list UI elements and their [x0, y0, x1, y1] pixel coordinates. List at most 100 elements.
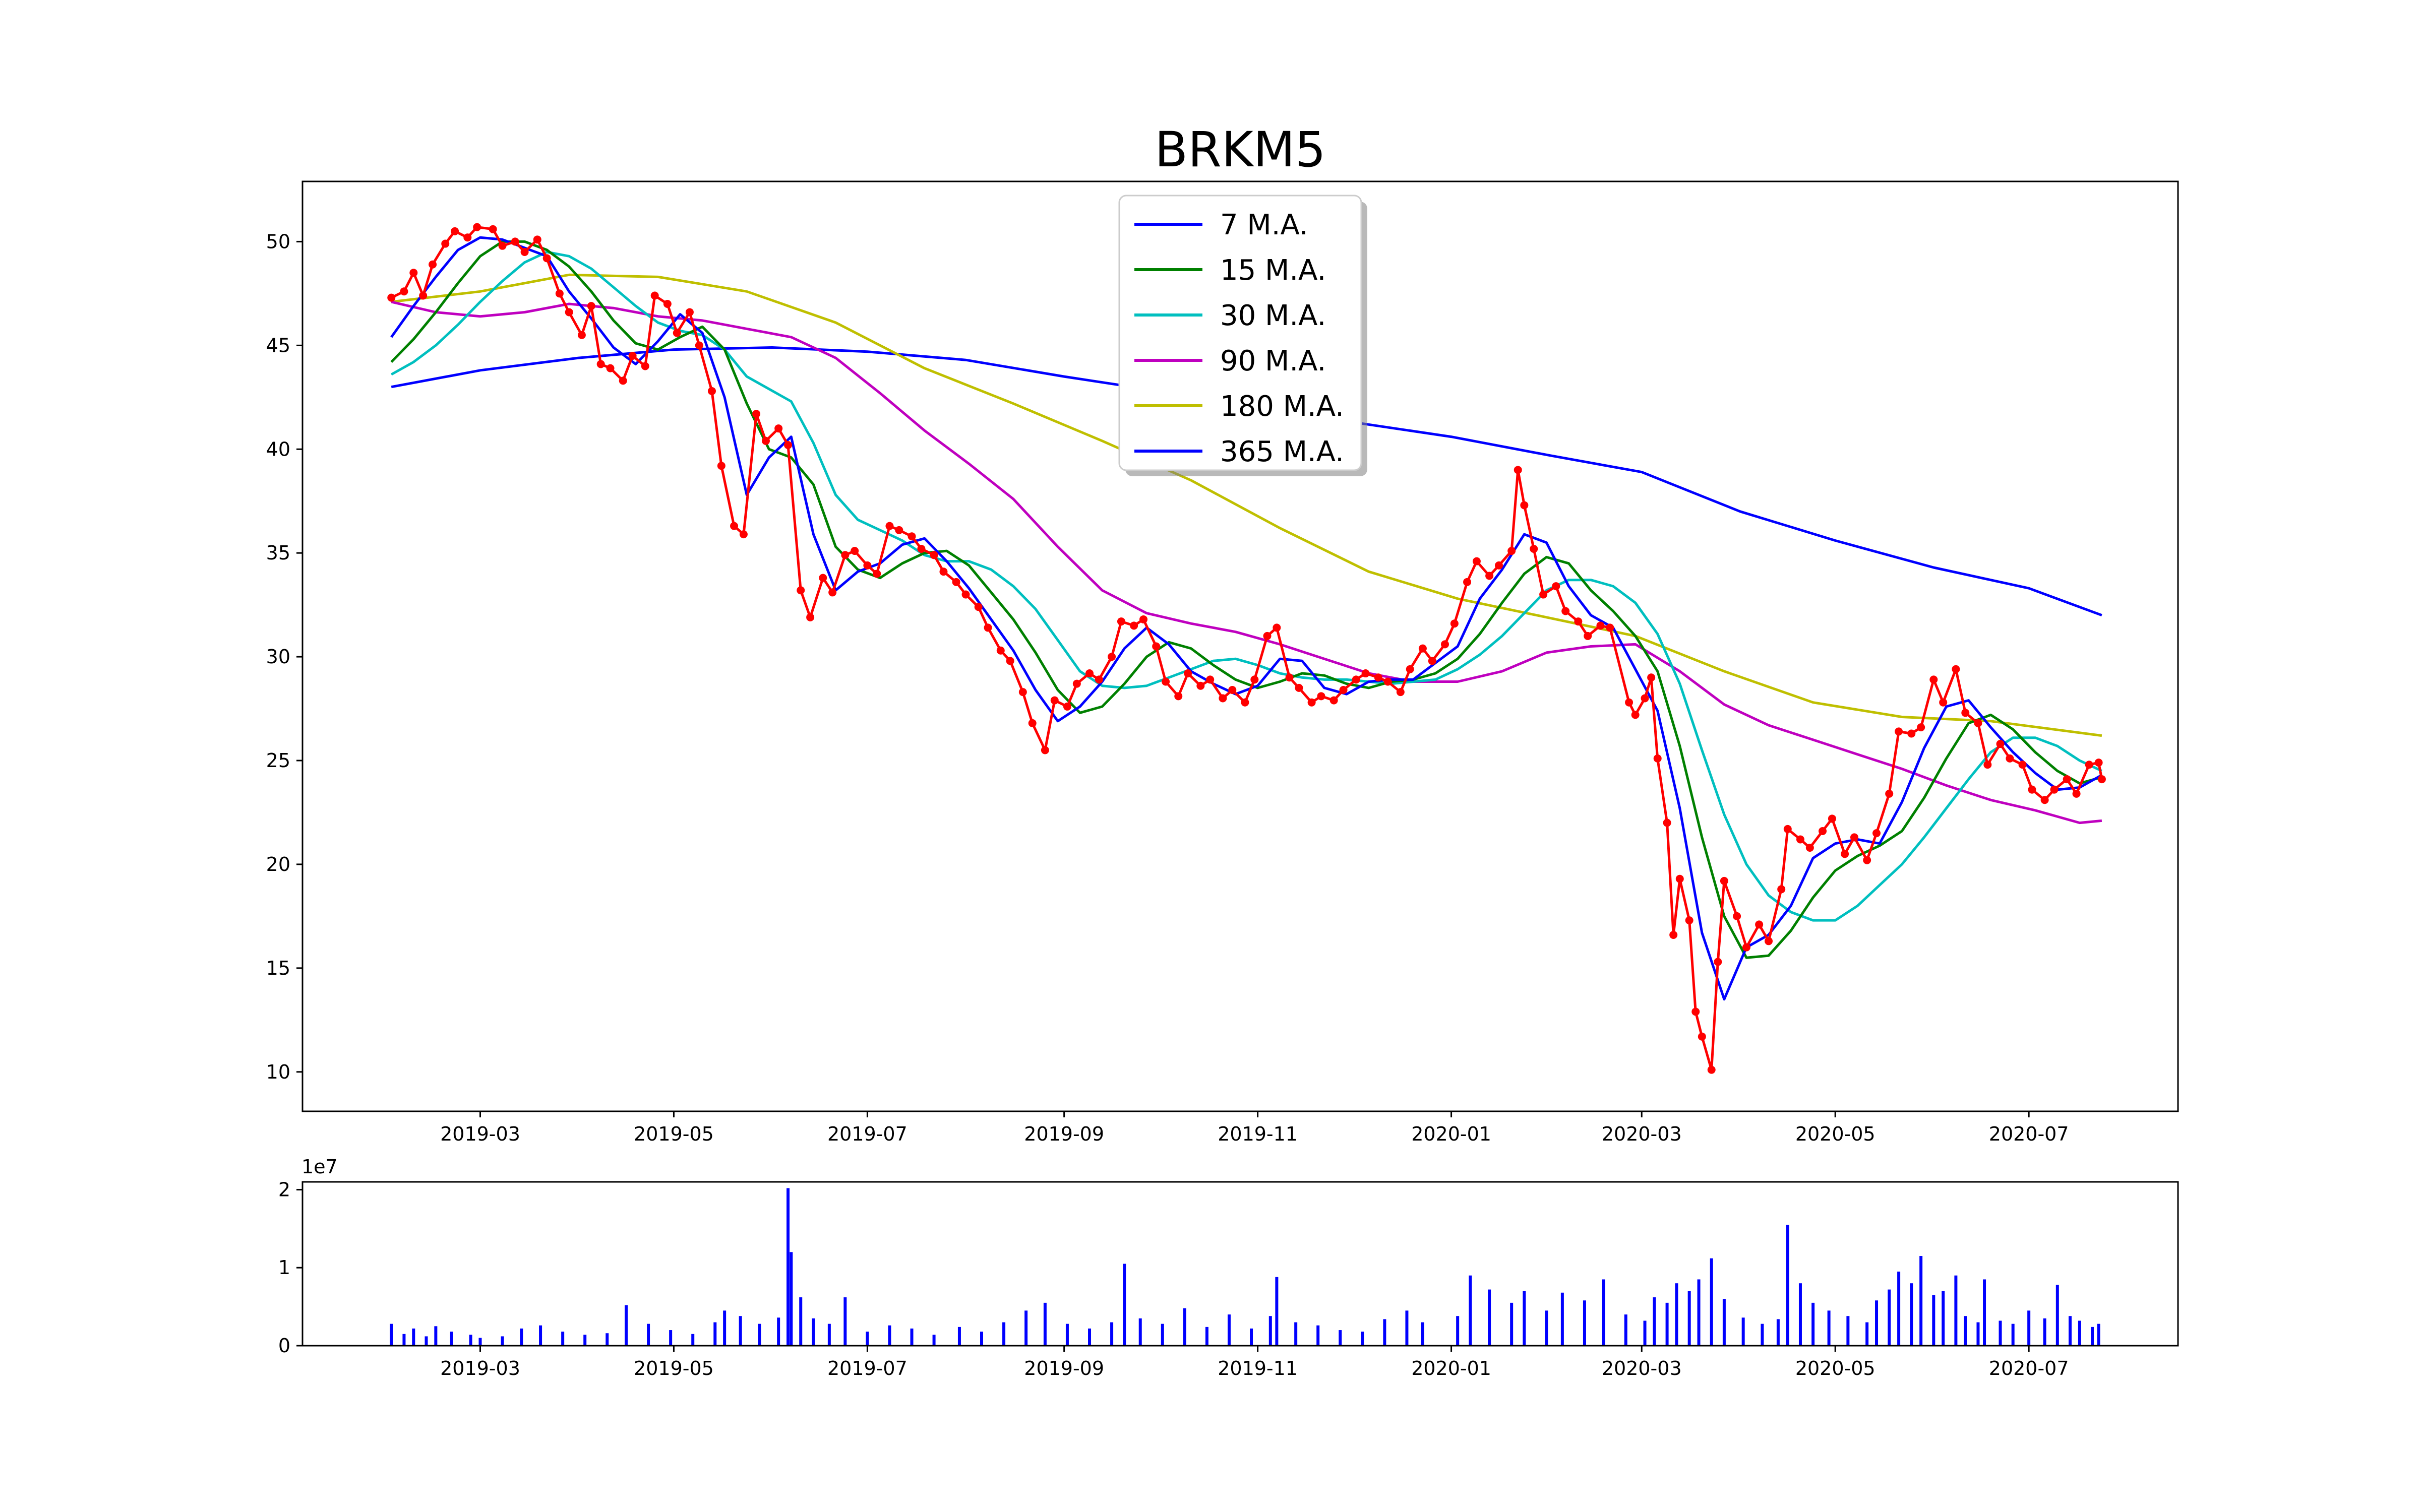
close-point [2063, 775, 2071, 784]
close-point [2040, 796, 2049, 804]
close-point [1250, 675, 1259, 684]
volume-bar [647, 1324, 650, 1346]
close-point [451, 227, 459, 235]
close-point [1494, 561, 1503, 570]
close-point [1418, 644, 1427, 653]
close-point [1285, 673, 1294, 682]
close-point [1050, 696, 1059, 705]
x-tick-label: 2019-05 [634, 1357, 714, 1379]
volume-bar [910, 1328, 914, 1346]
close-point [619, 376, 627, 385]
close-point [841, 551, 850, 559]
close-point [1339, 685, 1348, 694]
legend-label-15-m-a: 15 M.A. [1220, 254, 1326, 287]
close-point [1507, 547, 1516, 555]
close-point [695, 341, 703, 350]
legend-label-90-m-a: 90 M.A. [1220, 345, 1326, 377]
volume-bar [2078, 1320, 2081, 1346]
close-point [628, 351, 637, 360]
close-point [730, 522, 739, 530]
close-point [409, 269, 418, 277]
volume-bar [1250, 1328, 1253, 1346]
close-point [673, 329, 681, 337]
volume-bar [691, 1334, 695, 1346]
volume-bar [1687, 1291, 1691, 1346]
volume-chart: 012 2019-03 2019-05 2019-07 2019-09 2019-11 2… [278, 1156, 2179, 1379]
close-point [1018, 688, 1027, 697]
volume-bar [1999, 1320, 2002, 1346]
close-point [1819, 827, 1827, 836]
volume-bar [1339, 1330, 1342, 1346]
volume-bar [402, 1334, 406, 1346]
close-point [1707, 1065, 1716, 1074]
close-point [939, 568, 948, 576]
volume-bar [1976, 1322, 1980, 1346]
close-point [1383, 677, 1392, 686]
close-point [1974, 719, 1982, 727]
close-point [1625, 698, 1634, 707]
close-point [2028, 785, 2036, 794]
close-point [1162, 677, 1170, 686]
volume-bar [501, 1336, 504, 1346]
volume-bar [713, 1322, 717, 1346]
close-point [1675, 874, 1684, 883]
volume-bar [1954, 1275, 1958, 1346]
close-point [739, 530, 748, 539]
x-tick-label: 2020-05 [1795, 1123, 1876, 1145]
close-point [1108, 653, 1116, 661]
close-point [1095, 675, 1103, 684]
close-point [952, 578, 960, 586]
volume-bar [1065, 1324, 1069, 1346]
volume-bar [1227, 1314, 1231, 1346]
close-point [533, 235, 541, 244]
close-point [511, 237, 519, 246]
close-point [996, 646, 1005, 655]
x-tick-label: 2020-05 [1795, 1357, 1876, 1379]
volume-bar [1123, 1264, 1126, 1346]
volume-bar [799, 1297, 803, 1346]
volume-bar [1865, 1322, 1869, 1346]
close-point [489, 225, 497, 233]
volume-bar [1161, 1324, 1164, 1346]
close-point [1361, 669, 1370, 678]
legend-label-365-m-a: 365 M.A. [1220, 435, 1344, 468]
volume-bar [1383, 1319, 1386, 1346]
close-point [1841, 850, 1849, 858]
close-point [1796, 835, 1804, 844]
close-point [1396, 688, 1405, 697]
volume-bar [1643, 1320, 1647, 1346]
x-tick-label: 2020-03 [1602, 1357, 1682, 1379]
volume-bar [1624, 1314, 1627, 1346]
close-point [1440, 640, 1449, 649]
volume-bar [583, 1335, 587, 1346]
close-point [498, 241, 507, 250]
close-point [863, 561, 872, 570]
volume-bar [1910, 1283, 1913, 1346]
close-point [1374, 673, 1382, 682]
close-point [1669, 930, 1678, 939]
legend-label-180-m-a: 180 M.A. [1220, 390, 1344, 423]
volume-bar [1002, 1322, 1006, 1346]
volume-bar [1888, 1289, 1891, 1346]
close-point [828, 588, 837, 597]
price-y-axis: 10 15 20 25 30 35 40 45 50 [266, 230, 302, 1083]
close-point [441, 239, 450, 248]
volume-bar [1722, 1299, 1726, 1346]
volume-bar [2068, 1316, 2072, 1346]
volume-y-axis: 0 1 2 [278, 1178, 302, 1357]
volume-bar [669, 1330, 673, 1346]
close-point [1863, 856, 1871, 864]
close-point [2097, 775, 2106, 784]
volume-bar [1043, 1302, 1047, 1346]
volume-bar [827, 1324, 831, 1346]
close-point [761, 436, 770, 445]
close-point [1685, 916, 1693, 925]
close-point [1539, 590, 1548, 599]
volume-bar [520, 1328, 523, 1346]
close-point [1152, 642, 1161, 651]
volume-bar [1741, 1317, 1745, 1346]
close-point [1663, 818, 1671, 827]
y-tick-label: 35 [266, 542, 290, 564]
y-tick-label: 20 [266, 853, 290, 875]
volume-bar [1710, 1258, 1713, 1346]
